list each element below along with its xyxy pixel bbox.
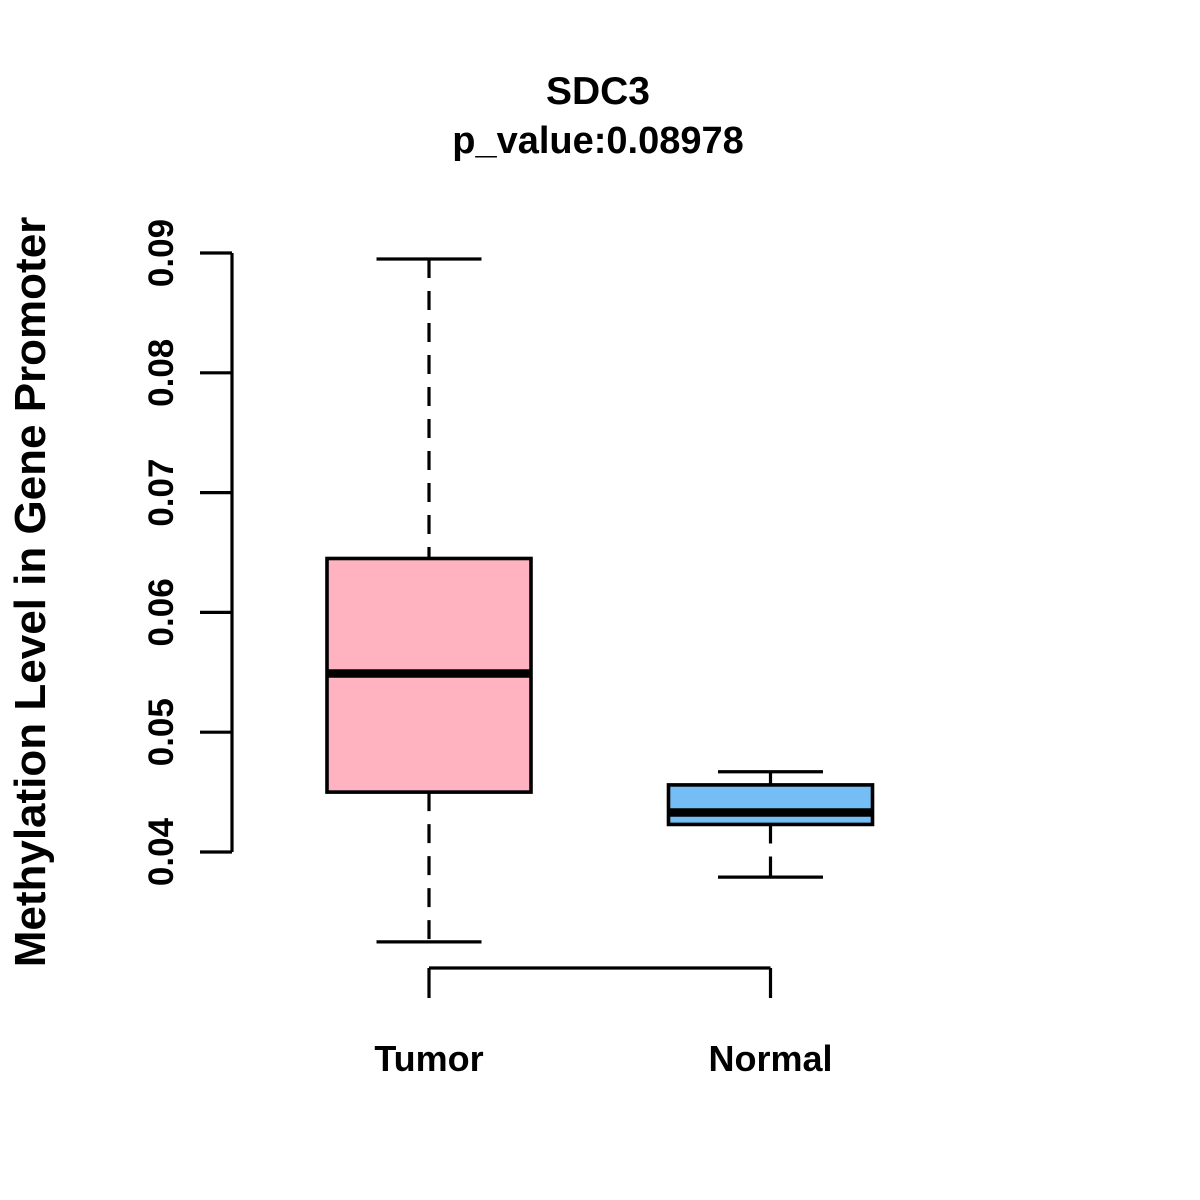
chart-title: SDC3 (546, 70, 650, 113)
category-label-normal: Normal (708, 1038, 832, 1079)
y-axis-tick-label: 0.07 (142, 459, 181, 527)
y-axis-tick-label: 0.06 (142, 578, 181, 646)
y-axis-title: Methylation Level in Gene Promoter (6, 217, 55, 968)
category-label-tumor: Tumor (374, 1038, 483, 1079)
box-normal (666, 783, 875, 827)
y-axis-tick-label: 0.04 (142, 817, 181, 886)
y-axis-tick-label: 0.05 (142, 698, 181, 766)
chart-subtitle: p_value:0.08978 (452, 120, 744, 162)
y-axis-tick-label: 0.08 (142, 339, 181, 407)
y-axis-tick-label: 0.09 (142, 219, 181, 287)
plot-area: 0.04 0.05 0.06 0.07 0.08 0.09 Tumor Normal (142, 219, 875, 1079)
